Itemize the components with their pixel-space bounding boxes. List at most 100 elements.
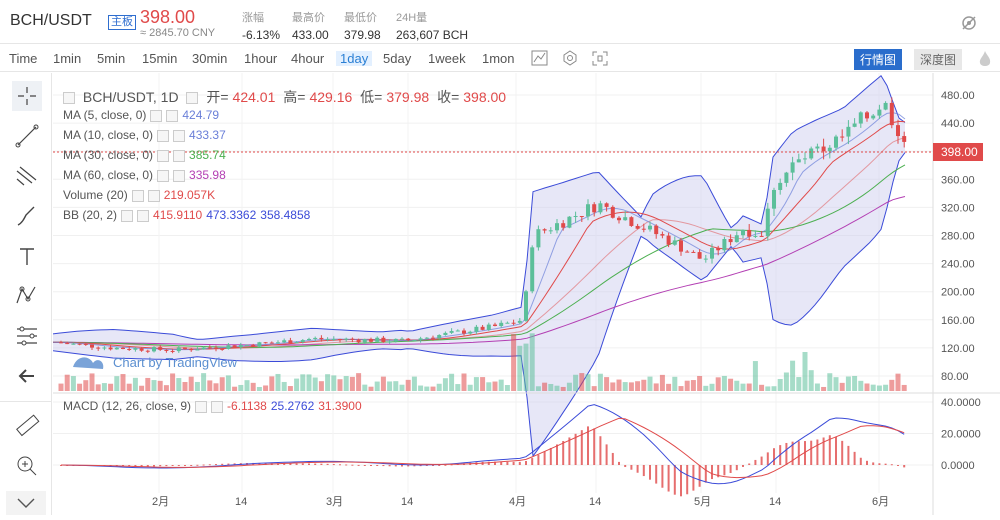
- candle-body: [257, 342, 262, 347]
- macd-histogram-bar: [202, 464, 205, 466]
- bb-settings-icon[interactable]: [121, 209, 134, 222]
- tab-line-chart[interactable]: 行情图: [853, 49, 902, 70]
- ma60-settings-icon[interactable]: [157, 169, 170, 182]
- volume-bar: [870, 384, 876, 391]
- flame-icon[interactable]: [978, 50, 992, 68]
- candle-body: [338, 339, 342, 341]
- candle-body: [133, 348, 138, 350]
- volume-bar: [349, 376, 355, 391]
- volume-bar: [418, 385, 424, 391]
- macd-histogram-bar: [618, 461, 620, 465]
- brush-icon[interactable]: [12, 201, 42, 231]
- macd-histogram-bar: [661, 465, 664, 488]
- fullscreen-icon[interactable]: [590, 49, 610, 67]
- macd-histogram-bar: [773, 448, 775, 465]
- back-arrow-icon[interactable]: [12, 361, 42, 391]
- macd-histogram-bar: [221, 463, 224, 465]
- ma5-remove-icon[interactable]: [166, 109, 179, 122]
- tf-5min[interactable]: 5min: [97, 51, 126, 66]
- volume-bar: [573, 374, 579, 391]
- tab-depth-chart[interactable]: 深度图: [913, 49, 962, 70]
- candle-body: [654, 225, 659, 235]
- candle-body: [573, 216, 578, 218]
- volume-bar: [269, 376, 275, 391]
- fib-tool-icon[interactable]: [12, 161, 42, 191]
- macd-histogram-bar: [525, 460, 527, 465]
- ma30-settings-icon[interactable]: [157, 149, 170, 162]
- pattern-icon[interactable]: [12, 281, 42, 311]
- tf-4hour[interactable]: 4hour: [291, 51, 325, 66]
- macd-histogram-bar: [580, 430, 583, 465]
- macd-remove-icon[interactable]: [211, 400, 224, 413]
- volume-bar: [393, 381, 399, 391]
- candle-body: [877, 109, 882, 116]
- macd-histogram-bar: [190, 465, 193, 466]
- crosshair-icon[interactable]: [12, 81, 42, 111]
- candle-body: [542, 229, 547, 231]
- tf-1hour[interactable]: 1hour: [244, 51, 278, 66]
- macd-histogram-bar: [388, 465, 391, 467]
- text-tool-icon[interactable]: [12, 241, 42, 271]
- candle-body: [356, 339, 361, 343]
- open-label: 开=: [206, 89, 229, 105]
- macd-histogram-bar: [890, 464, 893, 466]
- macd-histogram-bar: [363, 465, 366, 466]
- candle-body: [598, 203, 603, 213]
- candle-body: [623, 217, 628, 221]
- candle-body: [96, 347, 101, 349]
- volume-bar: [703, 385, 709, 391]
- tf-1day[interactable]: 1day: [336, 51, 373, 66]
- tf-time[interactable]: Time: [9, 51, 38, 66]
- settings-icon[interactable]: [560, 49, 580, 67]
- hide-eye-icon[interactable]: [960, 14, 978, 32]
- macd-histogram-bar: [611, 452, 614, 465]
- volume-settings-icon[interactable]: [131, 189, 144, 202]
- volume-bar: [839, 382, 845, 391]
- collapse-legend-icon[interactable]: [63, 92, 75, 105]
- volume-bar: [721, 375, 727, 391]
- tf-1min[interactable]: 1min: [53, 51, 82, 66]
- tf-15min[interactable]: 15min: [142, 51, 178, 66]
- candle-body: [648, 225, 652, 230]
- ma10-settings-icon[interactable]: [157, 129, 170, 142]
- candle-body: [263, 342, 268, 344]
- zoom-in-icon[interactable]: [12, 451, 42, 481]
- volume-bar: [213, 383, 219, 391]
- measure-icon[interactable]: [12, 321, 42, 351]
- board-badge: 主板: [108, 15, 136, 30]
- volume-bar: [331, 375, 337, 391]
- candle-body: [734, 235, 739, 243]
- trend-line-icon[interactable]: [12, 121, 42, 151]
- tf-5day[interactable]: 5day: [383, 51, 412, 66]
- macd-histogram-bar: [394, 465, 397, 467]
- volume-bar: [517, 345, 523, 391]
- volume-bar: [864, 383, 870, 391]
- collapse-chevron-icon[interactable]: [6, 491, 46, 515]
- volume-remove-icon[interactable]: [147, 189, 160, 202]
- candle-body: [741, 229, 745, 236]
- ma60-remove-icon[interactable]: [173, 169, 186, 182]
- chart-canvas[interactable]: 480.00440.00400.00360.00320.00280.00240.…: [52, 73, 1000, 515]
- volume-bar: [411, 376, 417, 391]
- tf-30min[interactable]: 30min: [192, 51, 228, 66]
- close-value: 398.00: [463, 89, 507, 105]
- tf-1mon[interactable]: 1mon: [482, 51, 515, 66]
- macd-histogram-bar: [649, 465, 651, 480]
- candle-body: [821, 146, 826, 152]
- ruler-icon[interactable]: [12, 411, 42, 441]
- bb-remove-icon[interactable]: [137, 209, 150, 222]
- price-chart[interactable]: 480.00440.00400.00360.00320.00280.00240.…: [52, 73, 1000, 520]
- settings-gear-icon[interactable]: [186, 92, 199, 105]
- macd-histogram-bar: [704, 465, 707, 483]
- last-price-tag: 398.00: [941, 145, 978, 159]
- macd-histogram-bar: [574, 433, 577, 465]
- indicator-icon[interactable]: [530, 49, 550, 67]
- macd-settings-icon[interactable]: [195, 400, 208, 413]
- ma30-remove-icon[interactable]: [173, 149, 186, 162]
- candle-body: [635, 225, 640, 229]
- ma5-settings-icon[interactable]: [150, 109, 163, 122]
- candle-body: [530, 247, 535, 292]
- tf-1week[interactable]: 1week: [428, 51, 466, 66]
- volume-bar: [194, 381, 200, 391]
- ma10-remove-icon[interactable]: [173, 129, 186, 142]
